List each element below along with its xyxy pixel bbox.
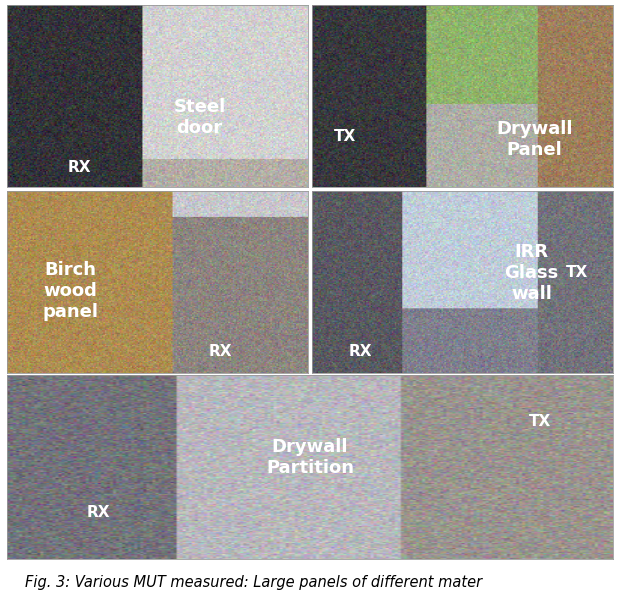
Text: TX: TX: [334, 129, 356, 143]
Text: TX: TX: [529, 414, 551, 429]
Text: Fig. 3: Various MUT measured: Large panels of different mater: Fig. 3: Various MUT measured: Large pane…: [25, 575, 482, 590]
Text: Drywall
Panel: Drywall Panel: [496, 120, 573, 159]
Text: RX: RX: [209, 343, 232, 359]
Text: RX: RX: [68, 160, 91, 174]
Text: RX: RX: [86, 506, 110, 520]
Text: Birch
wood
panel: Birch wood panel: [42, 261, 99, 321]
Text: Drywall
Partition: Drywall Partition: [266, 439, 354, 477]
Text: Steel
door: Steel door: [174, 98, 226, 137]
Text: RX: RX: [348, 343, 372, 359]
Text: IRR
Glass
wall: IRR Glass wall: [505, 243, 559, 303]
Text: TX: TX: [565, 265, 588, 280]
